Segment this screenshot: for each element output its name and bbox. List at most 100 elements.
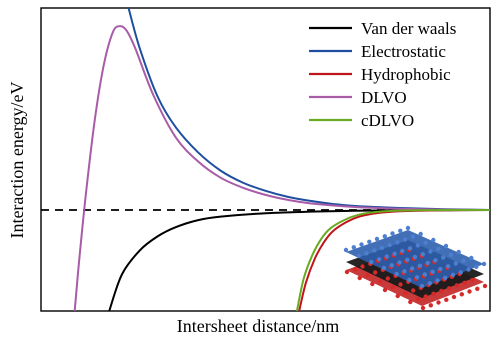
nanosheet-atom [369,259,374,265]
nanosheet-atom [344,269,350,275]
nanosheet-atom [377,279,383,284]
nanosheet-atom [466,267,471,272]
nanosheet-atom [395,293,400,299]
nanosheet-atom [402,269,407,274]
nanosheet-atom [474,264,479,269]
nanosheet-atom [370,281,375,287]
plot-border [40,7,491,312]
nanosheet-atom [415,297,421,302]
nanosheet-atom [364,251,369,256]
nanosheet-atom [445,264,451,269]
nanosheet-atom [357,275,362,281]
nanosheet-atom [482,283,488,289]
nanosheet-atom [382,234,387,239]
plot-frame [40,7,491,312]
nanosheet-atom [395,240,400,245]
nanosheet-atom [376,257,382,262]
nanosheet-atom [427,281,432,286]
series-layer [73,8,490,311]
nanosheet-atom [461,258,466,263]
nanosheet-atom [403,291,408,296]
legend: Van der waals Electrostatic Hydrophobic DLV… [309,19,456,130]
nanosheet-atom [403,237,408,242]
nanosheet-atom [405,225,411,231]
nanosheet-atom [430,269,435,274]
nanosheet-atom [470,277,475,283]
nanosheet-atom [384,254,389,259]
nanosheet-atom [397,260,402,265]
nanosheet-atom [400,248,405,254]
nanosheet-atom [343,247,349,253]
nanosheet-atom [412,254,418,260]
nanosheet-atom [389,263,394,268]
nanosheet-atom [351,245,356,250]
nanosheet-atom [436,300,441,305]
nanosheet-atom [448,252,454,257]
nanosheet-atom [411,288,416,293]
nanosheet-atom [419,283,425,289]
nanosheet-atom [382,287,388,293]
nanosheet-atom [385,276,390,281]
nanosheet-atom [407,277,412,283]
nanosheet-atom [458,270,463,275]
nanosheet-atom [398,228,403,233]
nanosheet-atom [360,264,365,269]
nanosheet-atom [392,251,397,256]
legend-label: Hydrophobic [361,65,451,84]
nanosheet-atom [390,285,395,290]
nanosheet-atom [459,292,464,297]
nanosheet-atom [372,248,377,253]
nanosheet-atom [410,234,416,239]
nanosheet-atom [373,270,378,275]
nanosheet-atom [356,253,361,259]
nanosheet-atom [454,283,459,288]
nanosheet-atom [435,278,440,283]
nanosheet-atom [481,261,487,267]
nanosheet-inset-icon [343,225,488,311]
nanosheet-atom [438,266,443,272]
nanosheet-atom [365,273,370,278]
nanosheet-atom [431,291,436,296]
nanosheet-atom [450,272,456,278]
nanosheet-atom [405,257,410,262]
nanosheet-atom [425,260,430,266]
series-line-dlvo [73,25,490,311]
nanosheet-atom [381,265,387,271]
x-axis-label: Intersheet distance/nm [177,316,339,336]
nanosheet-atom [462,280,467,285]
nanosheet-atom [433,258,438,263]
nanosheet-atom [408,299,413,305]
nanosheet-atom [443,275,448,280]
nanosheet-atom [446,286,452,291]
nanosheet-atom [374,236,380,242]
nanosheet-atom [436,246,441,251]
nanosheet-atom [444,297,449,302]
nanosheet-atom [398,282,403,287]
nanosheet-atom [379,245,385,250]
nanosheet-atom [418,231,423,237]
nanosheet-atom [453,261,458,266]
nanosheet-atom [407,246,413,251]
nanosheet-atom [422,272,427,277]
nanosheet-atom [410,266,415,271]
nanosheet-atom [428,303,433,308]
nanosheet-atom [390,231,395,236]
legend-label: Van der waals [361,19,456,38]
nanosheet-atom [387,242,392,248]
nanosheet-atom [475,286,480,291]
nanosheet-atom [352,267,357,272]
nanosheet-atom [456,249,461,255]
nanosheet-atom [441,255,446,260]
nanosheet-atom [420,252,425,257]
nanosheet-atom [443,243,449,249]
nanosheet-atom [423,240,428,245]
legend-label: Electrostatic [361,42,446,61]
nanosheet-atom [469,255,474,261]
legend-label: cDLVO [361,111,414,130]
nanosheet-atom [415,243,420,248]
series-line-cdlvo [295,208,490,311]
nanosheet-atom [359,242,364,247]
nanosheet-atom [451,294,457,300]
nanosheet-atom [423,294,428,299]
